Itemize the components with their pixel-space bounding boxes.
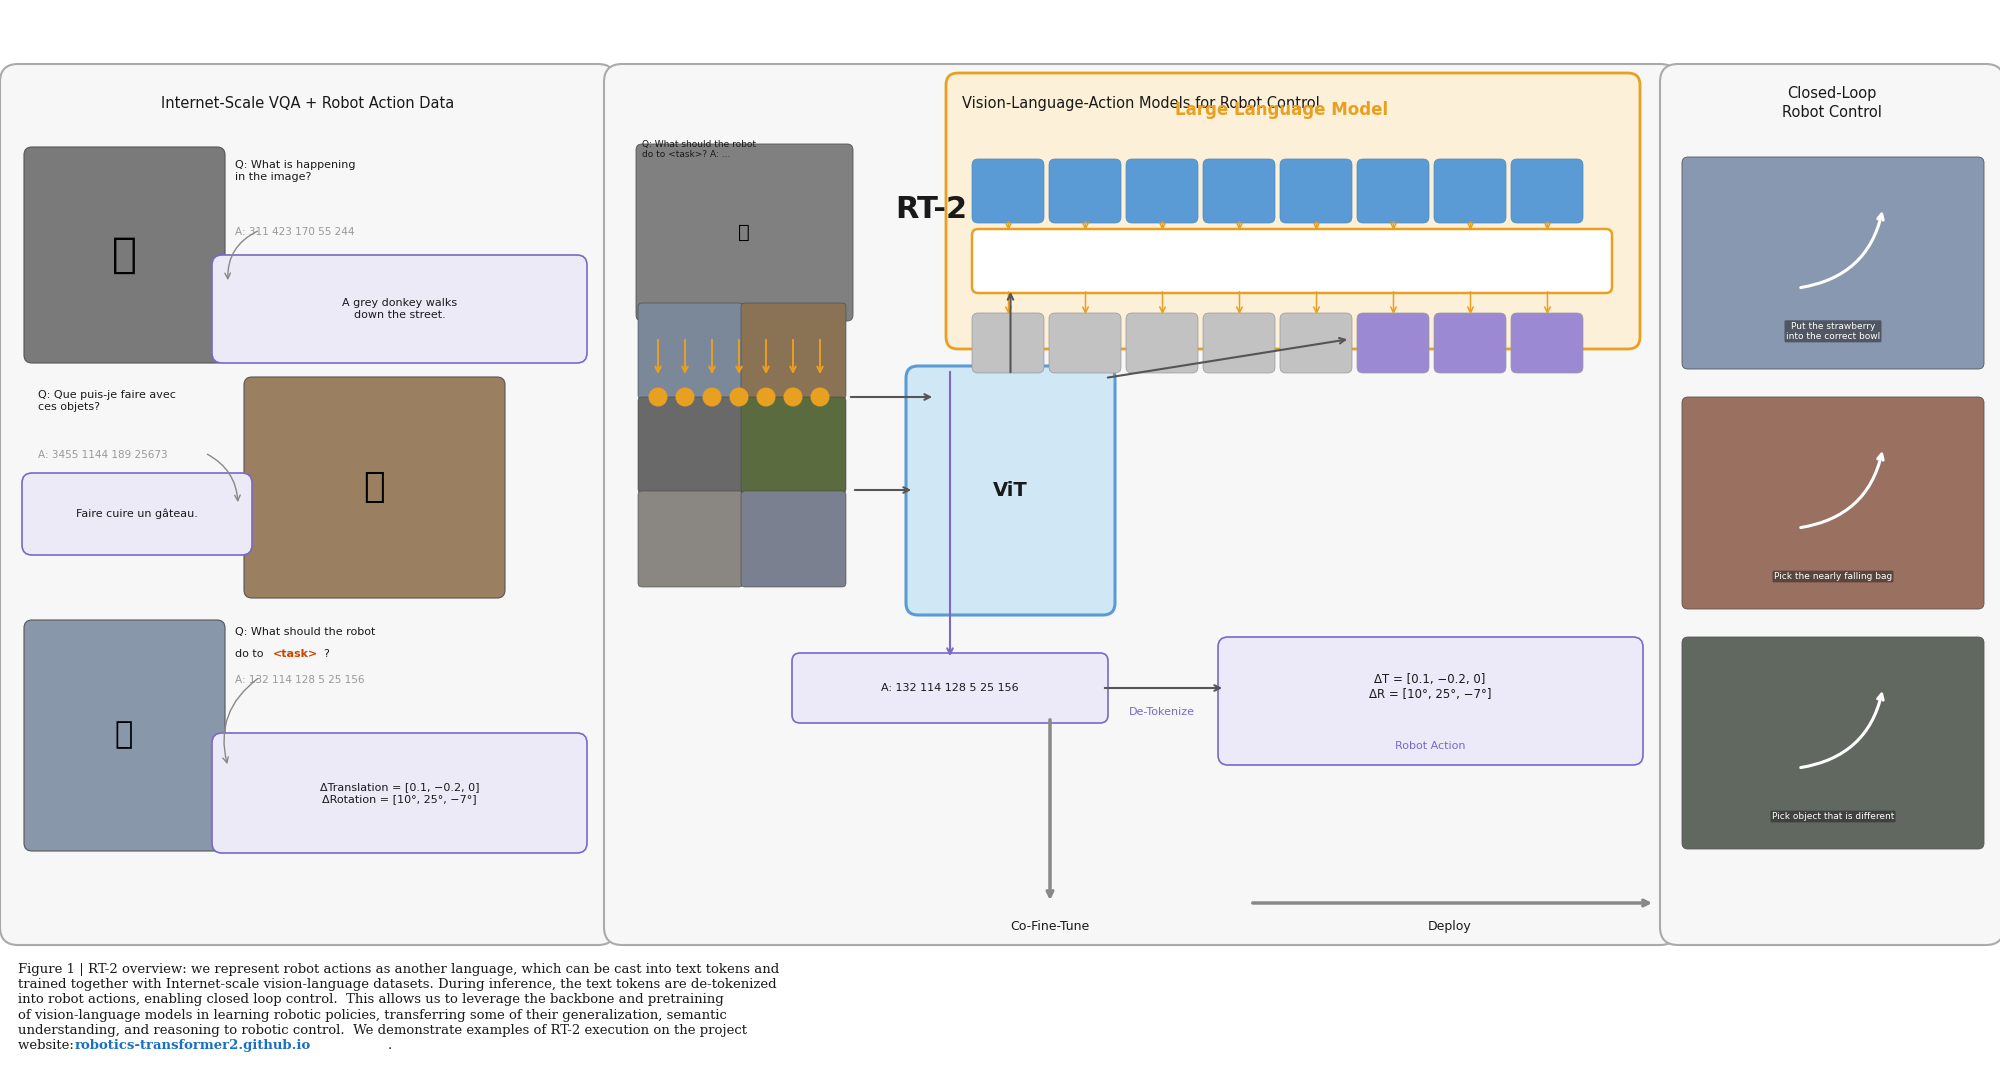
Text: .: . <box>388 1039 392 1052</box>
Text: 🤖: 🤖 <box>738 223 750 242</box>
FancyBboxPatch shape <box>22 473 252 555</box>
FancyBboxPatch shape <box>1280 159 1352 223</box>
FancyBboxPatch shape <box>636 144 854 321</box>
Circle shape <box>704 389 720 406</box>
Text: ViT: ViT <box>994 481 1028 499</box>
Text: robotics-transformer2.github.io: robotics-transformer2.github.io <box>76 1039 312 1052</box>
FancyBboxPatch shape <box>1682 157 1984 368</box>
Text: Q: What should the robot: Q: What should the robot <box>236 627 376 637</box>
FancyBboxPatch shape <box>1048 159 1120 223</box>
FancyBboxPatch shape <box>24 620 224 851</box>
Text: A: 3455 1144 189 25673: A: 3455 1144 189 25673 <box>38 450 168 460</box>
FancyBboxPatch shape <box>972 159 1044 223</box>
Circle shape <box>784 389 802 406</box>
Text: Co-Fine-Tune: Co-Fine-Tune <box>1010 920 1090 933</box>
Text: Pick object that is different: Pick object that is different <box>1772 812 1894 821</box>
Text: A: 132 114 128 5 25 156: A: 132 114 128 5 25 156 <box>236 675 364 685</box>
Text: RT-2: RT-2 <box>894 196 968 225</box>
FancyBboxPatch shape <box>1048 313 1120 373</box>
Text: Closed-Loop
Robot Control: Closed-Loop Robot Control <box>1782 85 1882 120</box>
Text: understanding, and reasoning to robotic control.  We demonstrate examples of RT-: understanding, and reasoning to robotic … <box>18 1023 748 1037</box>
Circle shape <box>676 389 694 406</box>
Circle shape <box>650 389 666 406</box>
FancyBboxPatch shape <box>1356 313 1428 373</box>
FancyBboxPatch shape <box>1434 313 1506 373</box>
FancyBboxPatch shape <box>212 255 588 363</box>
FancyBboxPatch shape <box>1218 637 1644 765</box>
FancyBboxPatch shape <box>1356 159 1428 223</box>
FancyBboxPatch shape <box>244 377 506 599</box>
Text: Q: What should the robot
do to <task>? A: ...: Q: What should the robot do to <task>? A… <box>642 140 756 160</box>
Text: 🫏: 🫏 <box>112 234 136 276</box>
FancyBboxPatch shape <box>638 397 744 493</box>
FancyBboxPatch shape <box>212 733 588 853</box>
Text: Q: What is happening
in the image?: Q: What is happening in the image? <box>236 160 356 182</box>
Text: ΔT = [0.1, −0.2, 0]
ΔR = [10°, 25°, −7°]: ΔT = [0.1, −0.2, 0] ΔR = [10°, 25°, −7°] <box>1368 673 1492 701</box>
FancyBboxPatch shape <box>1682 397 1984 609</box>
Text: Q: Que puis-je faire avec
ces objets?: Q: Que puis-je faire avec ces objets? <box>38 390 176 411</box>
FancyBboxPatch shape <box>740 304 846 399</box>
FancyBboxPatch shape <box>972 313 1044 373</box>
Text: Large Language Model: Large Language Model <box>1176 101 1388 119</box>
FancyBboxPatch shape <box>1204 313 1276 373</box>
FancyBboxPatch shape <box>1682 637 1984 849</box>
Circle shape <box>758 389 774 406</box>
FancyBboxPatch shape <box>792 653 1108 723</box>
Text: Faire cuire un gâteau.: Faire cuire un gâteau. <box>76 509 198 520</box>
Text: A: 311 423 170 55 244: A: 311 423 170 55 244 <box>236 227 354 237</box>
Text: Deploy: Deploy <box>1428 920 1472 933</box>
FancyBboxPatch shape <box>1126 159 1198 223</box>
FancyBboxPatch shape <box>1280 313 1352 373</box>
Circle shape <box>730 389 748 406</box>
FancyBboxPatch shape <box>906 366 1116 615</box>
FancyBboxPatch shape <box>946 73 1640 349</box>
Text: 🤖: 🤖 <box>114 721 134 750</box>
Text: <task>: <task> <box>272 649 318 659</box>
FancyBboxPatch shape <box>638 491 744 587</box>
Circle shape <box>812 389 828 406</box>
Text: do to: do to <box>236 649 268 659</box>
Text: Robot Action: Robot Action <box>1394 741 1466 751</box>
FancyBboxPatch shape <box>972 229 1612 293</box>
FancyBboxPatch shape <box>1434 159 1506 223</box>
Text: Pick the nearly falling bag: Pick the nearly falling bag <box>1774 572 1892 581</box>
Text: Figure 1 | RT-2 overview: we represent robot actions as another language, which : Figure 1 | RT-2 overview: we represent r… <box>18 963 780 976</box>
Text: trained together with Internet-scale vision-language datasets. During inference,: trained together with Internet-scale vis… <box>18 978 776 992</box>
FancyBboxPatch shape <box>24 147 224 363</box>
Text: A: 132 114 128 5 25 156: A: 132 114 128 5 25 156 <box>882 683 1018 693</box>
Text: Internet-Scale VQA + Robot Action Data: Internet-Scale VQA + Robot Action Data <box>162 96 454 111</box>
FancyBboxPatch shape <box>0 64 616 945</box>
Text: Vision-Language-Action Models for Robot Control: Vision-Language-Action Models for Robot … <box>962 96 1320 111</box>
Text: website:: website: <box>18 1039 78 1052</box>
Text: ΔTranslation = [0.1, −0.2, 0]
ΔRotation = [10°, 25°, −7°]: ΔTranslation = [0.1, −0.2, 0] ΔRotation … <box>320 782 480 804</box>
FancyBboxPatch shape <box>638 304 744 399</box>
FancyBboxPatch shape <box>1204 159 1276 223</box>
FancyBboxPatch shape <box>604 64 1678 945</box>
FancyBboxPatch shape <box>1126 313 1198 373</box>
Text: A grey donkey walks
down the street.: A grey donkey walks down the street. <box>342 298 458 320</box>
FancyBboxPatch shape <box>1660 64 2000 945</box>
Text: ?: ? <box>324 649 328 659</box>
FancyBboxPatch shape <box>740 491 846 587</box>
Text: into robot actions, enabling closed loop control.  This allows us to leverage th: into robot actions, enabling closed loop… <box>18 994 724 1006</box>
FancyBboxPatch shape <box>1512 313 1584 373</box>
Text: of vision-language models in learning robotic policies, transferring some of the: of vision-language models in learning ro… <box>18 1009 726 1021</box>
Text: Put the strawberry
into the correct bowl: Put the strawberry into the correct bowl <box>1786 322 1880 341</box>
Text: De-Tokenize: De-Tokenize <box>1128 707 1196 717</box>
Text: 🥘: 🥘 <box>364 470 384 504</box>
FancyBboxPatch shape <box>1512 159 1584 223</box>
FancyBboxPatch shape <box>740 397 846 493</box>
